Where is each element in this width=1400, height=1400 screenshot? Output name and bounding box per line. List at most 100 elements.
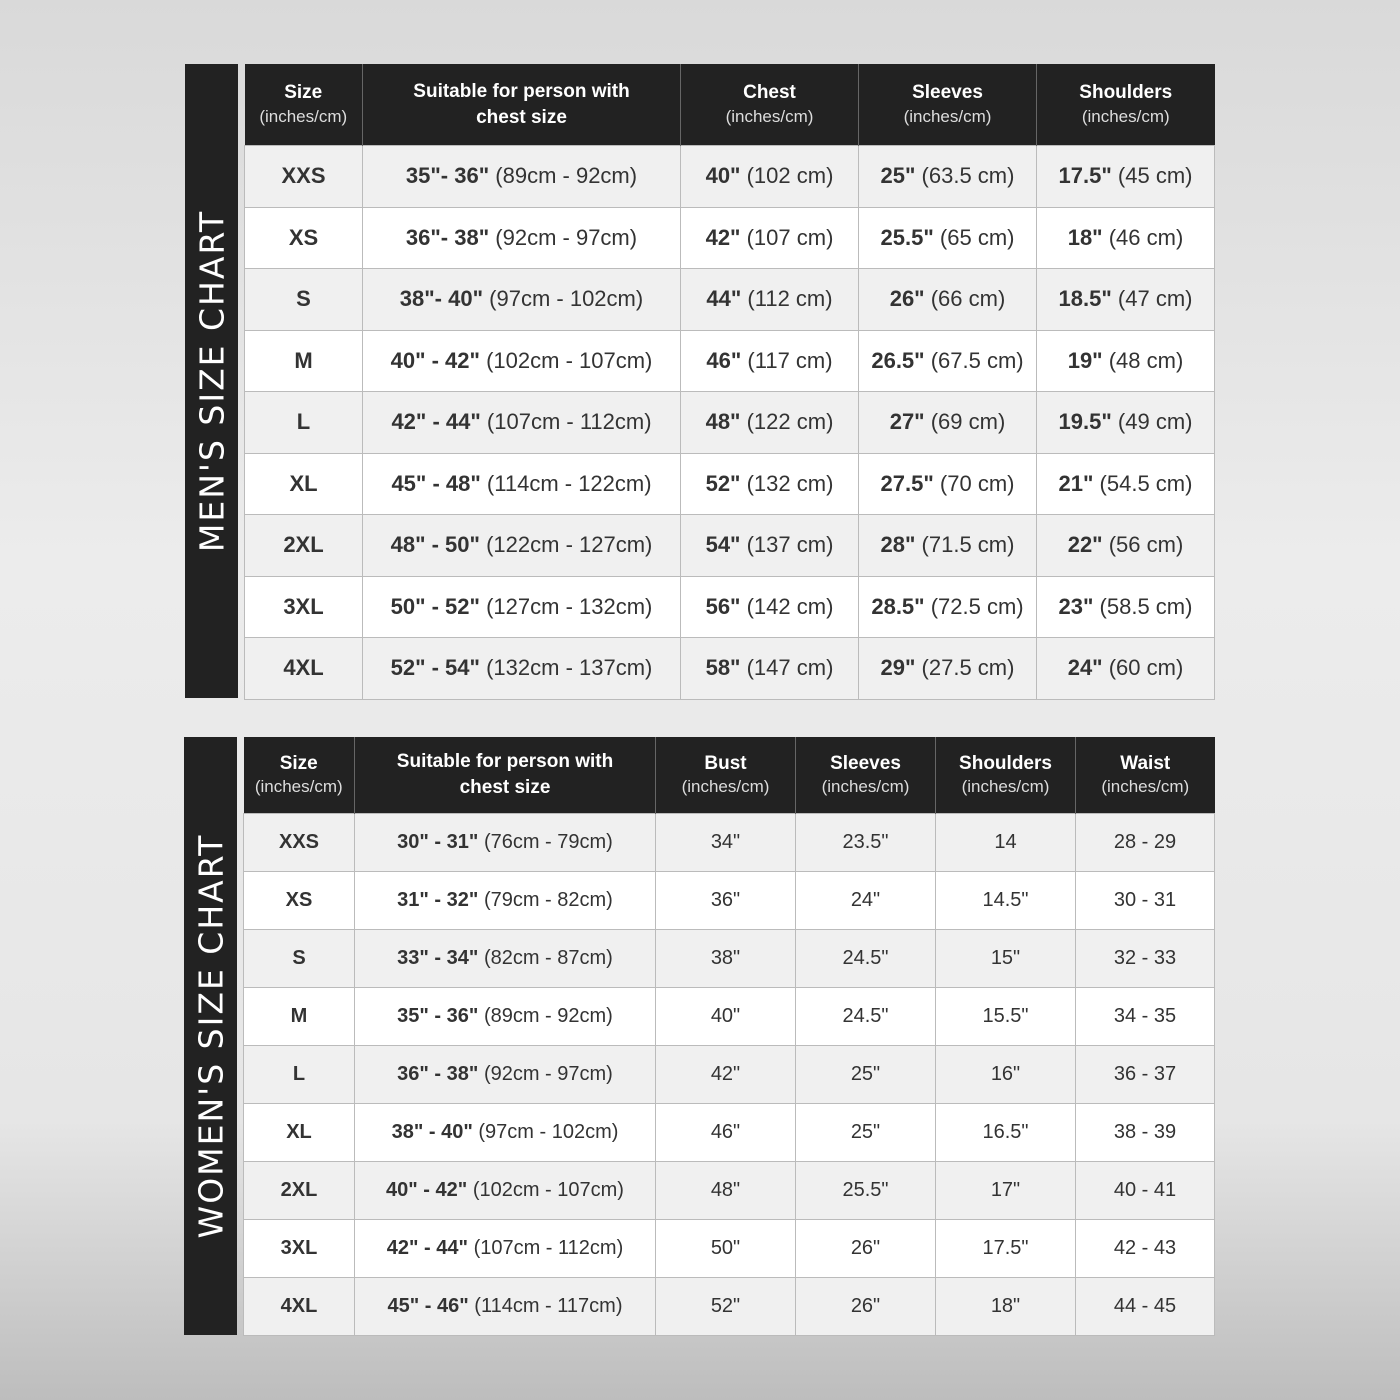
- value-cell: 35"- 36" (89cm - 92cm): [362, 145, 681, 208]
- value-cm: (89cm - 92cm): [495, 163, 638, 189]
- value-cell: 22" (56 cm): [1036, 514, 1215, 577]
- value-cell: 25.5" (65 cm): [858, 206, 1037, 269]
- table-row: 4XL 45" - 46" (114cm - 117cm) 52" 26" 18" 44 …: [243, 1277, 1215, 1336]
- column-header: Shoulders (inches/cm): [935, 737, 1076, 814]
- value-cm: (122 cm): [746, 409, 834, 435]
- value-cm: (102cm - 107cm): [486, 347, 653, 373]
- column-title: Size: [284, 82, 323, 104]
- value-cell: 28" (71.5 cm): [858, 514, 1037, 577]
- value-cell: 29" (27.5 cm): [858, 637, 1037, 700]
- value-cm: (71.5 cm): [921, 532, 1015, 558]
- value-inches: 45" - 46": [387, 1295, 469, 1317]
- value-cm: (45 cm): [1117, 163, 1193, 189]
- value-inches: 52" - 54": [390, 655, 480, 681]
- value-cm: (97cm - 102cm): [478, 1121, 619, 1143]
- value-cell: 30" - 31" (76cm - 79cm): [354, 813, 656, 872]
- value-inches: 48" - 50": [390, 532, 480, 558]
- value-cm: (69 cm): [930, 409, 1006, 435]
- size-cell: 3XL: [244, 575, 363, 638]
- value-cm: (48 cm): [1108, 347, 1184, 373]
- value-cell: 15": [935, 929, 1076, 988]
- value-cell: 36"- 38" (92cm - 97cm): [362, 206, 681, 269]
- value-cm: (122cm - 127cm): [486, 532, 653, 558]
- value-cell: 19" (48 cm): [1036, 329, 1215, 392]
- value-cell: 45" - 46" (114cm - 117cm): [354, 1277, 656, 1336]
- value-cell: 24" (60 cm): [1036, 637, 1215, 700]
- value-inches: 19": [1067, 347, 1103, 373]
- value-cell: 14: [935, 813, 1076, 872]
- value-inches: 17.5": [1058, 163, 1112, 189]
- value-inches: 22": [1067, 532, 1103, 558]
- value-inches: 52": [705, 470, 741, 496]
- size-cell: 4XL: [243, 1277, 355, 1336]
- size-cell: 3XL: [243, 1219, 355, 1278]
- table-row: L 36" - 38" (92cm - 97cm) 42" 25" 16" 36 - 37: [243, 1045, 1215, 1104]
- size-cell: 2XL: [243, 1161, 355, 1220]
- value-cell: 24.5": [795, 987, 936, 1046]
- value-inches: 58": [705, 655, 741, 681]
- value-cell: 21" (54.5 cm): [1036, 452, 1215, 515]
- value-cell: 18": [935, 1277, 1076, 1336]
- value-cm: (65 cm): [939, 224, 1015, 250]
- value-inches: 42" - 44": [391, 409, 481, 435]
- value-inches: 24": [1067, 655, 1103, 681]
- value-cm: (92cm - 97cm): [495, 224, 638, 250]
- value-cell: 28 - 29: [1075, 813, 1215, 872]
- value-cm: (107cm - 112cm): [473, 1237, 624, 1259]
- column-title: Shoulders: [959, 752, 1052, 774]
- value-cell: 48": [655, 1161, 796, 1220]
- column-header: Suitable for person with chest size: [354, 737, 656, 814]
- table-row: S 33" - 34" (82cm - 87cm) 38" 24.5" 15" 32 - …: [243, 929, 1215, 988]
- value-cell: 36" - 38" (92cm - 97cm): [354, 1045, 656, 1104]
- column-title: Shoulders: [1079, 82, 1173, 104]
- value-cell: 40" (102 cm): [680, 145, 859, 208]
- value-cell: 50": [655, 1219, 796, 1278]
- value-cell: 31" - 32" (79cm - 82cm): [354, 871, 656, 930]
- column-unit: (inches/cm): [821, 777, 910, 797]
- column-title: Suitable for person with chest size: [396, 751, 614, 798]
- value-cm: (147 cm): [746, 655, 834, 681]
- value-cm: (72.5 cm): [930, 593, 1024, 619]
- table-row: M 40" - 42" (102cm - 107cm) 46" (117 cm) 26…: [244, 329, 1215, 392]
- value-cm: (60 cm): [1108, 655, 1184, 681]
- value-cell: 18.5" (47 cm): [1036, 268, 1215, 331]
- value-inches: 35"- 36": [405, 163, 490, 189]
- value-cell: 42": [655, 1045, 796, 1104]
- value-cell: 38"- 40" (97cm - 102cm): [362, 268, 681, 331]
- value-cm: (49 cm): [1117, 409, 1193, 435]
- value-cm: (92cm - 97cm): [483, 1063, 613, 1085]
- value-inches: 26.5": [871, 347, 925, 373]
- size-cell: L: [243, 1045, 355, 1104]
- value-cm: (102 cm): [746, 163, 834, 189]
- value-cm: (79cm - 82cm): [483, 889, 613, 911]
- table-row: XL 38" - 40" (97cm - 102cm) 46" 25" 16.5" 38 …: [243, 1103, 1215, 1162]
- value-cell: 25" (63.5 cm): [858, 145, 1037, 208]
- value-cell: 25.5": [795, 1161, 936, 1220]
- value-inches: 25": [880, 163, 916, 189]
- value-cell: 38": [655, 929, 796, 988]
- value-cm: (67.5 cm): [930, 347, 1024, 373]
- value-cell: 56" (142 cm): [680, 575, 859, 638]
- value-cm: (70 cm): [939, 470, 1015, 496]
- value-inches: 48": [705, 409, 741, 435]
- column-header: Size (inches/cm): [243, 737, 355, 814]
- value-cm: (127cm - 132cm): [486, 593, 653, 619]
- table-row: XL 45" - 48" (114cm - 122cm) 52" (132 cm) 2…: [244, 452, 1215, 515]
- column-title: Size: [279, 752, 318, 774]
- value-cell: 38 - 39: [1075, 1103, 1215, 1162]
- value-cm: (82cm - 87cm): [483, 947, 613, 969]
- mens-size-table: Size (inches/cm) Suitable for person with …: [244, 64, 1215, 700]
- column-header: Size (inches/cm): [244, 64, 363, 146]
- value-cell: 44" (112 cm): [680, 268, 859, 331]
- value-inches: 42" - 44": [386, 1237, 468, 1259]
- table-row: M 35" - 36" (89cm - 92cm) 40" 24.5" 15.5" 34 …: [243, 987, 1215, 1046]
- column-header: Sleeves (inches/cm): [858, 64, 1037, 146]
- value-cell: 45" - 48" (114cm - 122cm): [362, 452, 681, 515]
- value-inches: 40" - 42": [386, 1179, 468, 1201]
- value-inches: 40" - 42": [390, 347, 480, 373]
- value-cm: (132 cm): [746, 470, 834, 496]
- column-title: Sleeves: [912, 82, 983, 104]
- value-cell: 42" - 44" (107cm - 112cm): [362, 391, 681, 454]
- value-cm: (112 cm): [747, 286, 833, 312]
- column-title: Waist: [1120, 752, 1171, 774]
